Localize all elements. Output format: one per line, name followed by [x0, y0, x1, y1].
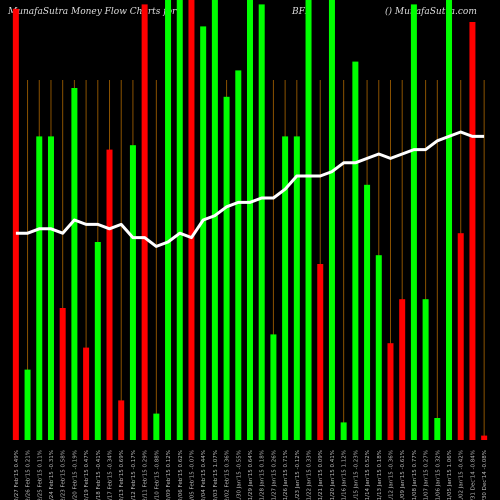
x-tick-label: 1/22 Jan'15 0.33%: [307, 450, 313, 500]
bar-1: [12, 8, 19, 441]
bar-19: [223, 96, 230, 441]
bar-35: [410, 4, 417, 441]
bar-18: [211, 0, 218, 440]
x-tick-label: 2/17 Feb'15 -0.34%: [108, 450, 114, 500]
x-tick-label: 1/15 Jan'15 -0.23%: [353, 450, 359, 500]
x-tick-label: 1/30 Jan'15 -0.55%: [236, 450, 242, 500]
x-tick-label: 2/02 Feb'15 0.36%: [225, 450, 231, 500]
bar-33: [387, 343, 394, 440]
x-tick-label: 2/11 Feb'15 0.29%: [143, 450, 149, 500]
bar-36: [422, 299, 429, 440]
x-tick-label: 2/18 Feb'15 -0.41%: [96, 450, 102, 500]
x-tick-label: 1/26 Jan'15 0.71%: [283, 450, 289, 500]
bar-37: [434, 418, 441, 440]
x-tick-label: 1/28 Jan'15 0.18%: [260, 450, 266, 500]
bar-3: [36, 136, 43, 440]
x-tick-label: 2/05 Feb'15 -0.07%: [189, 450, 195, 500]
x-tick-label: 1/07 Jan'15 0.27%: [424, 450, 430, 500]
chart-header-title: MunafaSutra Money Flow Charts for: [8, 7, 177, 17]
bar-2: [24, 369, 31, 440]
bar-27: [317, 264, 324, 440]
bar-26: [305, 0, 312, 440]
bar-10: [118, 400, 125, 440]
bar-29: [340, 422, 347, 440]
bar-17: [200, 26, 207, 441]
x-tick-label: 1/02 Jan'15 -0.42%: [459, 450, 465, 500]
x-tick-label: 1/13 Jan'15 0.18%: [377, 450, 383, 500]
bar-13: [153, 413, 160, 440]
bar-21: [247, 0, 253, 440]
x-tick-label: 1/12 Jan'15 -0.36%: [388, 450, 394, 500]
x-tick-label: 2/27 Feb'15 0.49%: [14, 450, 20, 500]
x-tick-label: 1/27 Jan'15 0.26%: [271, 450, 277, 500]
x-tick-label: 2/12 Feb'15 -0.17%: [131, 450, 137, 500]
x-tick-label: 2/19 Feb'15 0.47%: [84, 450, 90, 500]
bar-4: [47, 136, 54, 440]
x-tick-label: 2/13 Feb'15 0.69%: [119, 450, 125, 500]
x-tick-label: 1/05 Jan'15 1.06%: [447, 450, 453, 500]
x-tick-label: 2/09 Feb'15 0.12%: [166, 450, 172, 500]
bar-11: [129, 145, 136, 440]
x-tick-label: 1/14 Jan'15 0.52%: [365, 450, 371, 500]
bar-8: [94, 242, 101, 440]
x-tick-label: 1/06 Jan'15 0.32%: [435, 450, 441, 500]
x-tick-label: 1/23 Jan'15 -0.12%: [295, 450, 301, 500]
bar-34: [399, 299, 406, 440]
bar-9: [106, 149, 113, 440]
bar-6: [71, 88, 78, 440]
x-tick-label: 1/09 Jan'15 -0.61%: [400, 450, 406, 500]
x-tick-label: 1/16 Jan'15 1.12%: [342, 450, 348, 500]
bar-5: [59, 308, 66, 440]
bar-30: [352, 61, 359, 440]
bar-41: [481, 435, 488, 440]
x-tick-label: 2/24 Feb'15 -0.31%: [49, 450, 55, 500]
chart-header-symbol: BFI: [292, 7, 309, 17]
bar-12: [141, 4, 148, 441]
bar-20: [235, 70, 242, 441]
x-tick-label: 2/04 Feb'15 0.44%: [201, 450, 207, 500]
x-tick-label: 2/06 Feb'15 0.62%: [178, 450, 184, 500]
x-tick-label: 12/31 Dec'14 -0.84%: [470, 450, 476, 500]
x-tick-label: 2/10 Feb'15 -0.88%: [154, 450, 160, 500]
bar-16: [188, 0, 195, 440]
bar-31: [364, 184, 371, 440]
x-tick-label: 1/21 Jan'15 0.09%: [318, 450, 324, 500]
bar-7: [83, 347, 90, 440]
x-tick-label: 1/20 Jan'15 0.41%: [330, 450, 336, 500]
x-tick-label: 2/03 Feb'15 1.07%: [213, 450, 219, 500]
x-tick-label: 2/25 Feb'15 0.11%: [37, 450, 43, 500]
x-tick-label: 2/20 Feb'15 -0.19%: [72, 450, 78, 500]
x-tick-label: 2/23 Feb'15 0.58%: [61, 450, 67, 500]
bar-15: [176, 0, 183, 440]
x-tick-label: 1/08 Jan'15 0.77%: [412, 450, 418, 500]
bar-23: [270, 334, 277, 440]
bar-39: [457, 233, 464, 440]
bar-40: [469, 22, 476, 440]
x-tick-label: 12/30 Dec'14 -0.08%: [482, 450, 488, 500]
bar-38: [446, 0, 453, 440]
x-tick-label: 2/26 Feb'15 0.21%: [26, 450, 32, 500]
chart-x-labels: 2/27 Feb'15 0.49% 2/26 Feb'15 0.21% 2/25 F…: [14, 450, 488, 500]
chart-header-site: () MunafaSutra.com: [385, 7, 477, 17]
chart-bars: [12, 0, 488, 441]
bar-24: [282, 136, 289, 440]
bar-25: [293, 136, 300, 440]
bar-22: [258, 4, 265, 441]
money-flow-line: [15, 130, 485, 248]
bar-14: [165, 0, 172, 440]
bar-28: [328, 0, 335, 440]
bar-32: [375, 255, 382, 440]
x-tick-label: 1/29 Jan'15 0.64%: [248, 450, 254, 500]
